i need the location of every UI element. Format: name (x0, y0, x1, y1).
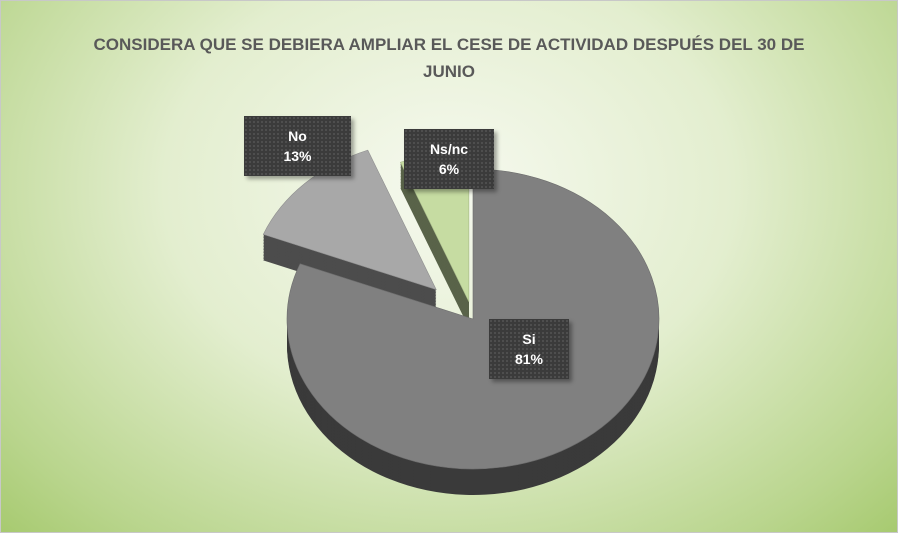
label-value: 13% (283, 148, 312, 164)
label-name: Si (522, 331, 536, 347)
label-value: 81% (514, 351, 544, 367)
pie-slice (286, 168, 660, 470)
data-label: No 13% (244, 116, 351, 176)
pie-slice (262, 149, 437, 291)
label-name: No (288, 128, 307, 144)
label-value: 6% (438, 161, 460, 177)
label-name: Ns/nc (429, 141, 469, 157)
chart-title: CONSIDERA QUE SE DEBIERA AMPLIAR EL CESE… (93, 35, 805, 81)
data-label: Si 81% (489, 319, 569, 379)
data-label: Ns/nc 6% (404, 129, 494, 189)
